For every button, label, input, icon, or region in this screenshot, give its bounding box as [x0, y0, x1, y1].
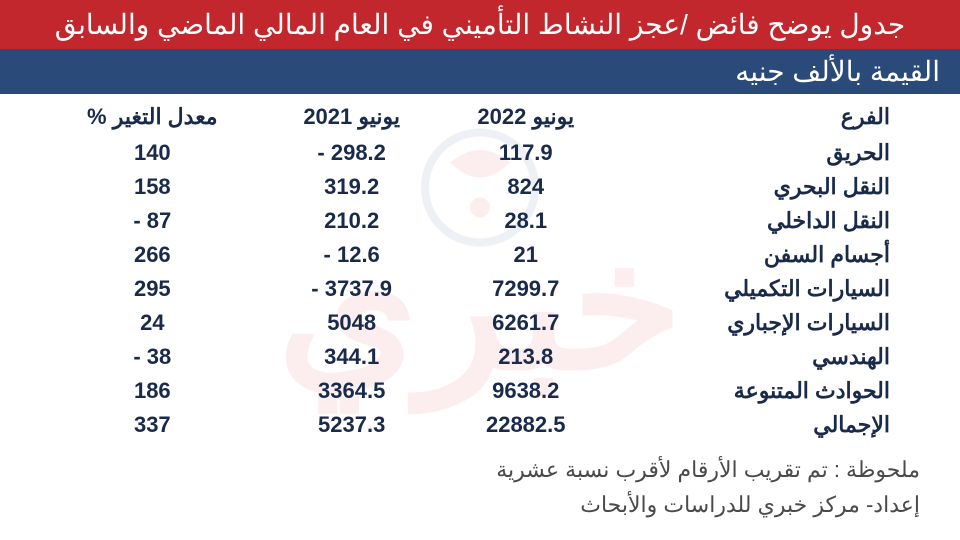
- table-row: الإجمالي22882.55237.3337: [40, 408, 920, 442]
- col-branch: الفرع: [613, 98, 920, 136]
- table-container: الفرع يونيو 2022 يونيو 2021 معدل التغير …: [0, 94, 960, 442]
- cell-jun2022: 7299.7: [439, 272, 613, 306]
- col-jun2022: يونيو 2022: [439, 98, 613, 136]
- cell-jun2022: 213.8: [439, 340, 613, 374]
- table-header-row: الفرع يونيو 2022 يونيو 2021 معدل التغير …: [40, 98, 920, 136]
- cell-jun2021: 210.2: [265, 204, 439, 238]
- table-row: السيارات التكميلي7299.7- 3737.9295: [40, 272, 920, 306]
- cell-jun2021: 5237.3: [265, 408, 439, 442]
- cell-jun2021: - 12.6: [265, 238, 439, 272]
- col-change: معدل التغير %: [40, 98, 265, 136]
- cell-jun2022: 28.1: [439, 204, 613, 238]
- cell-branch: السيارات التكميلي: [613, 272, 920, 306]
- cell-change: 158: [40, 170, 265, 204]
- cell-jun2021: 5048: [265, 306, 439, 340]
- cell-change: 295: [40, 272, 265, 306]
- cell-change: 24: [40, 306, 265, 340]
- cell-change: 337: [40, 408, 265, 442]
- table-row: السيارات الإجباري6261.7504824: [40, 306, 920, 340]
- cell-jun2021: 319.2: [265, 170, 439, 204]
- table-title: جدول يوضح فائض /عجز النشاط التأميني في ا…: [0, 0, 960, 49]
- cell-jun2022: 117.9: [439, 136, 613, 170]
- cell-branch: الإجمالي: [613, 408, 920, 442]
- cell-branch: السيارات الإجباري: [613, 306, 920, 340]
- cell-jun2022: 21: [439, 238, 613, 272]
- table-row: النقل البحري824319.2158: [40, 170, 920, 204]
- cell-change: 266: [40, 238, 265, 272]
- cell-branch: الحريق: [613, 136, 920, 170]
- cell-change: 140: [40, 136, 265, 170]
- cell-change: - 87: [40, 204, 265, 238]
- cell-branch: أجسام السفن: [613, 238, 920, 272]
- cell-branch: النقل البحري: [613, 170, 920, 204]
- cell-jun2021: 344.1: [265, 340, 439, 374]
- cell-jun2022: 824: [439, 170, 613, 204]
- cell-change: - 38: [40, 340, 265, 374]
- cell-jun2022: 6261.7: [439, 306, 613, 340]
- cell-jun2021: 3364.5: [265, 374, 439, 408]
- cell-branch: النقل الداخلي: [613, 204, 920, 238]
- table-row: أجسام السفن21- 12.6266: [40, 238, 920, 272]
- cell-jun2021: - 298.2: [265, 136, 439, 170]
- cell-branch: الهندسي: [613, 340, 920, 374]
- table-row: النقل الداخلي28.1210.2- 87: [40, 204, 920, 238]
- footer-credit: إعداد- مركز خبري للدراسات والأبحاث: [40, 487, 920, 522]
- table-row: الحريق117.9- 298.2140: [40, 136, 920, 170]
- cell-jun2022: 22882.5: [439, 408, 613, 442]
- cell-branch: الحوادث المتنوعة: [613, 374, 920, 408]
- table-subtitle: القيمة بالألف جنيه: [0, 49, 960, 94]
- cell-jun2021: - 3737.9: [265, 272, 439, 306]
- table-row: الحوادث المتنوعة9638.23364.5186: [40, 374, 920, 408]
- col-jun2021: يونيو 2021: [265, 98, 439, 136]
- cell-change: 186: [40, 374, 265, 408]
- footer-note: ملحوظة : تم تقريب الأرقام لأقرب نسبة عشر…: [40, 452, 920, 487]
- insurance-table: الفرع يونيو 2022 يونيو 2021 معدل التغير …: [40, 98, 920, 442]
- footer-block: ملحوظة : تم تقريب الأرقام لأقرب نسبة عشر…: [0, 442, 960, 522]
- table-row: الهندسي213.8344.1- 38: [40, 340, 920, 374]
- cell-jun2022: 9638.2: [439, 374, 613, 408]
